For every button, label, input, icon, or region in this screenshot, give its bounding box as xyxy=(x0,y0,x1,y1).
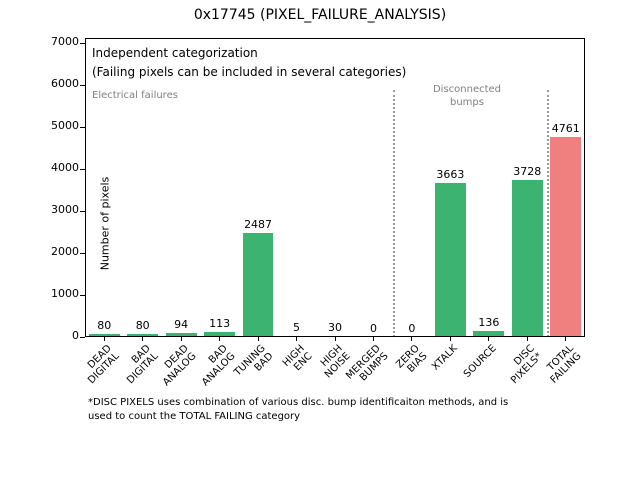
y-tick-label: 5000 xyxy=(51,119,79,132)
x-tick-mark xyxy=(411,337,413,341)
bar xyxy=(242,232,274,337)
bar xyxy=(319,335,351,337)
y-tick-label: 3000 xyxy=(51,203,79,216)
group-divider-1 xyxy=(546,90,549,337)
bar xyxy=(511,180,543,337)
bar-value: 94 xyxy=(174,318,189,332)
y-tick-mark xyxy=(80,336,85,338)
bar-value: 0 xyxy=(369,322,377,335)
chart-title: 0x17745 (PIXEL_FAILURE_ANALYSIS) xyxy=(193,7,447,23)
bar-value: 3728 xyxy=(513,165,542,179)
x-tick-mark xyxy=(334,337,336,341)
bar-value: 30 xyxy=(328,320,342,334)
y-tick-label: 2000 xyxy=(51,245,79,258)
y-tick-mark xyxy=(80,126,85,128)
bar-value: 113 xyxy=(209,317,231,331)
x-tick-mark xyxy=(142,337,144,341)
y-tick-mark xyxy=(80,84,85,86)
y-tick-mark xyxy=(80,294,85,296)
y-tick-label: 6000 xyxy=(51,77,79,90)
y-axis-label: Number of pixels xyxy=(98,176,112,271)
y-tick-mark xyxy=(80,210,85,212)
x-tick-mark xyxy=(565,337,567,341)
plot-area: Number of pixels Independent categorizat… xyxy=(51,35,585,388)
bar xyxy=(550,137,582,337)
bar xyxy=(435,183,466,337)
x-tick-mark xyxy=(296,337,298,341)
bar xyxy=(88,333,120,337)
y-tick-label: 4000 xyxy=(51,161,79,174)
footnote: *DISC PIXELS uses combination of various… xyxy=(88,397,509,422)
group-divider-0 xyxy=(392,90,395,337)
bar-value: 4761 xyxy=(551,122,580,136)
group-label-electrical: Electrical failures xyxy=(92,90,178,101)
y-tick-label: 0 xyxy=(72,329,79,342)
bar-value: 136 xyxy=(478,316,500,330)
y-tick-label: 1000 xyxy=(51,287,79,300)
plot-frame xyxy=(85,38,585,337)
x-tick-mark xyxy=(372,337,374,341)
bar-value: 80 xyxy=(135,318,150,332)
x-tick-mark xyxy=(257,337,259,341)
bar-value: 0 xyxy=(408,322,416,335)
y-tick-mark xyxy=(80,168,85,170)
bar-value: 5 xyxy=(293,321,301,334)
x-tick-mark xyxy=(219,337,221,341)
group-label-disconnected: Disconnected bumps xyxy=(432,84,502,108)
bar xyxy=(127,333,159,337)
bar xyxy=(165,333,197,337)
y-tick-label: 7000 xyxy=(51,35,79,48)
x-tick-mark xyxy=(526,337,528,341)
x-tick-mark xyxy=(180,337,182,341)
y-tick-mark xyxy=(80,252,85,254)
x-tick-mark xyxy=(449,337,451,341)
y-tick-mark xyxy=(80,42,85,44)
bar xyxy=(473,331,505,337)
x-tick-mark xyxy=(488,337,490,341)
annotation-line1: Independent categorization xyxy=(92,46,258,60)
x-tick-mark xyxy=(103,337,105,341)
bar xyxy=(204,332,235,337)
annotation-line2: (Failing pixels can be included in sever… xyxy=(92,65,407,79)
bar-value: 2487 xyxy=(244,217,273,231)
bar-value: 80 xyxy=(97,318,112,332)
bar xyxy=(281,336,312,337)
bar-value: 3663 xyxy=(436,168,465,182)
